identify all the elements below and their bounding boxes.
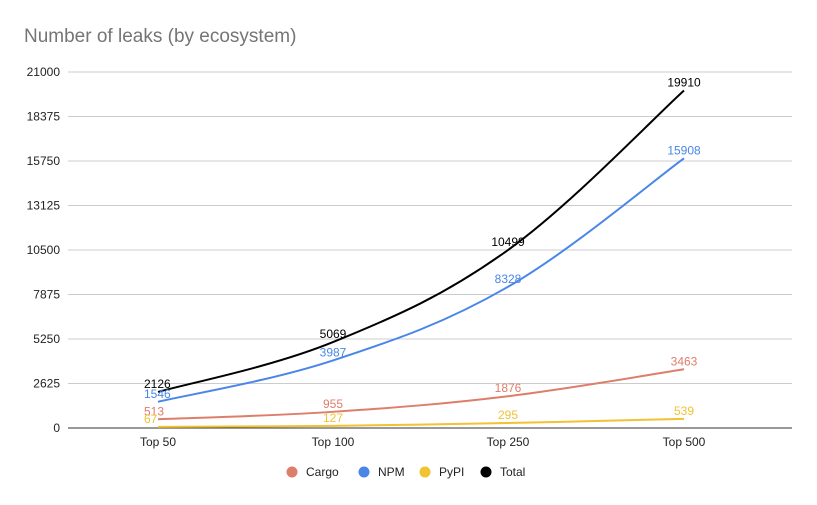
data-label-pypi: 539: [674, 404, 694, 418]
data-label-pypi: 127: [323, 411, 343, 425]
data-label-cargo: 1876: [495, 381, 522, 395]
data-label-pypi: 295: [498, 408, 518, 422]
data-label-npm: 3987: [320, 345, 347, 359]
legend-label-pypi: PyPI: [439, 465, 464, 479]
x-tick-label: Top 100: [312, 435, 355, 449]
y-tick-label: 15750: [27, 154, 61, 168]
series-line-pypi: [157, 417, 685, 428]
data-label-npm: 1546: [144, 387, 171, 401]
chart-title: Number of leaks (by ecosystem): [24, 26, 297, 47]
data-label-npm: 15908: [667, 143, 701, 157]
data-label-total: 19910: [667, 75, 701, 89]
data-label-cargo: 3463: [671, 354, 698, 368]
gridlines: [68, 71, 792, 429]
data-label-npm: 8328: [495, 272, 522, 286]
x-tick-label: Top 500: [663, 435, 706, 449]
legend-marker-pypi: [419, 466, 431, 478]
y-axis-ticks: 0 2625 5250 7875 10500 13125 15750 18375 21000: [27, 65, 61, 435]
y-tick-label: 2625: [33, 377, 60, 391]
x-tick-label: Top 50: [140, 435, 176, 449]
y-tick-label: 21000: [27, 65, 61, 79]
series-line-npm: [157, 157, 685, 403]
legend-label-cargo: Cargo: [306, 465, 339, 479]
legend: Cargo NPM PyPI Total: [286, 465, 525, 479]
x-tick-label: Top 250: [487, 435, 530, 449]
y-tick-label: 7875: [33, 288, 60, 302]
legend-marker-total: [480, 466, 492, 478]
series-line-total: [157, 89, 685, 393]
x-axis-ticks: Top 50 Top 100 Top 250 Top 500: [140, 435, 706, 449]
data-label-total: 2126: [144, 377, 171, 391]
data-label-pypi: 67: [144, 412, 158, 426]
legend-marker-npm: [358, 466, 370, 478]
y-tick-label: 13125: [27, 199, 61, 213]
y-tick-label: 18375: [27, 110, 61, 124]
series-line-cargo: [157, 368, 685, 421]
y-tick-label: 10500: [27, 243, 61, 257]
data-label-total: 10499: [491, 235, 525, 249]
legend-label-total: Total: [500, 465, 525, 479]
legend-label-npm: NPM: [378, 465, 405, 479]
series-lines: [157, 89, 685, 428]
data-label-cargo: 513: [144, 404, 164, 418]
data-labels: 513 955 1876 3463 1546 3987 8328 15908 67 127 295 5…: [144, 75, 701, 425]
data-label-total: 5069: [320, 327, 347, 341]
data-label-cargo: 955: [323, 397, 343, 411]
y-tick-label: 0: [53, 421, 60, 435]
legend-marker-cargo: [286, 466, 298, 478]
y-tick-label: 5250: [33, 332, 60, 346]
